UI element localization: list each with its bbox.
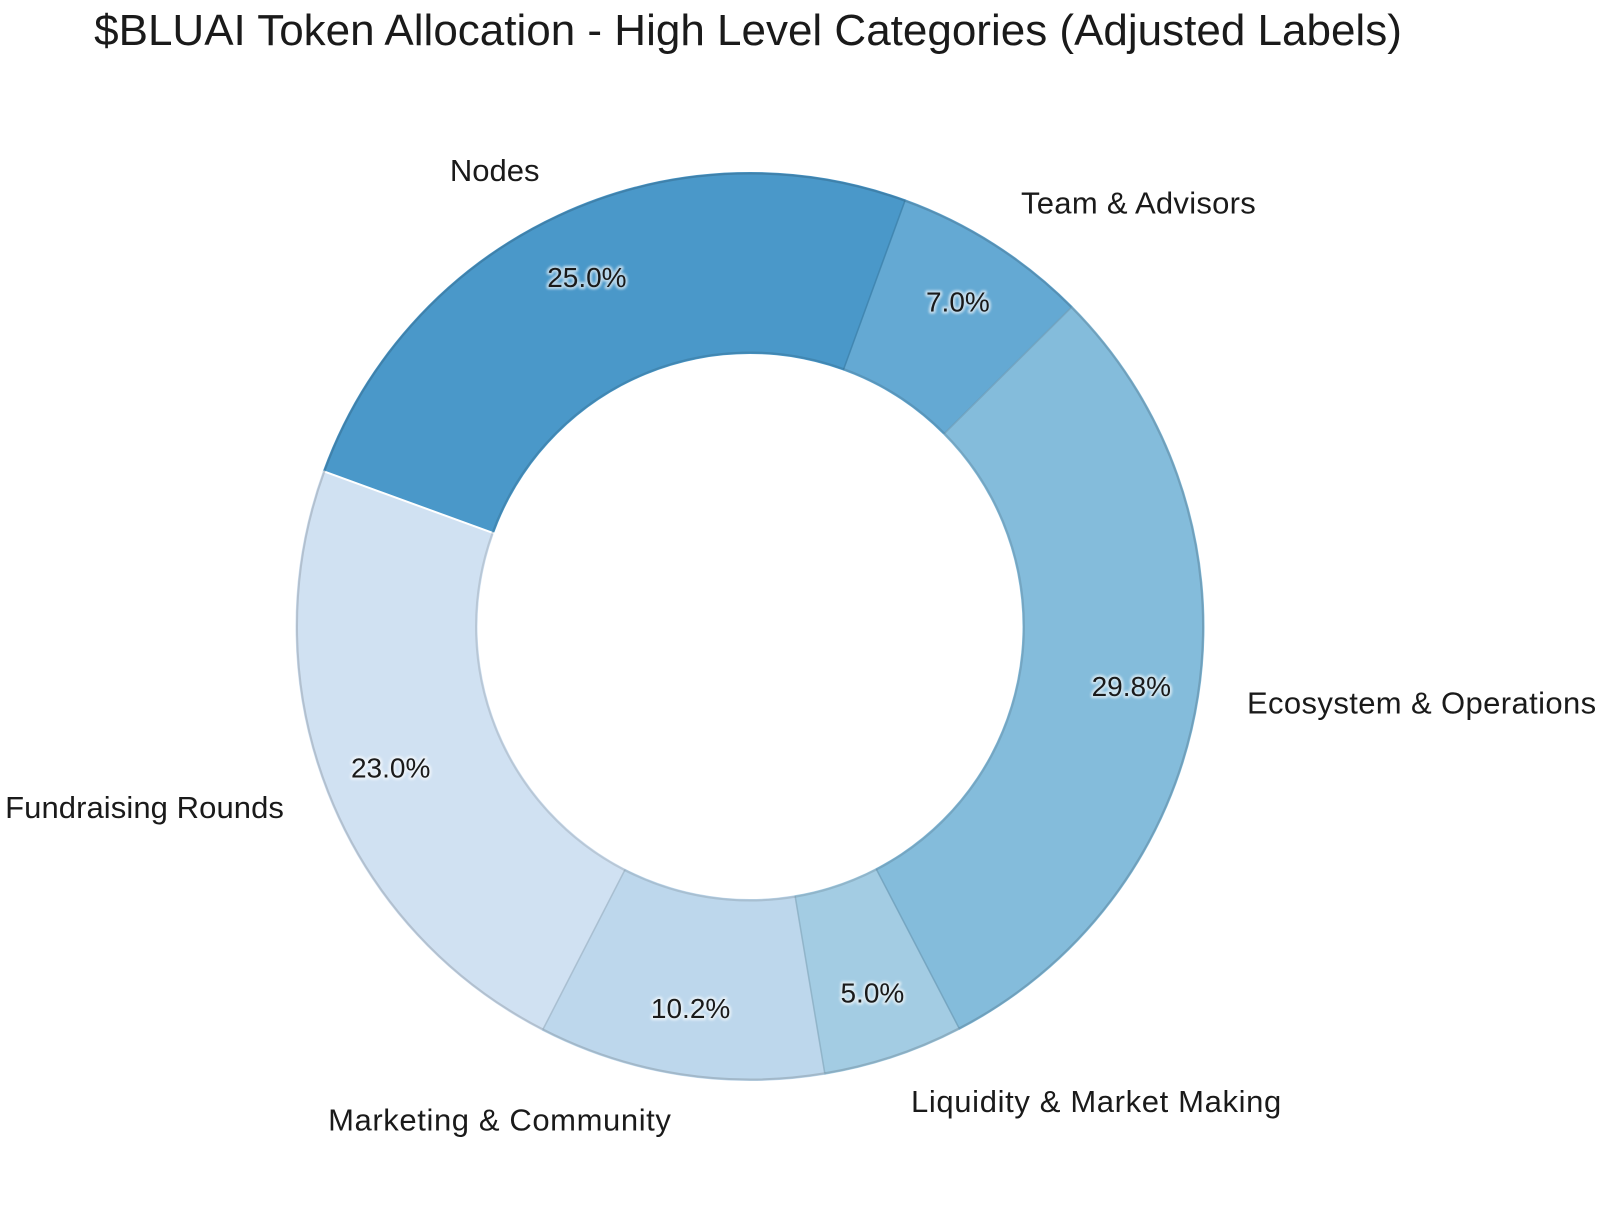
svg-text:7.0%: 7.0% (926, 286, 990, 317)
svg-text:Fundraising Rounds: Fundraising Rounds (5, 790, 284, 825)
svg-text:Marketing & Community: Marketing & Community (328, 1103, 671, 1138)
svg-text:23.0%: 23.0% (351, 752, 430, 783)
svg-text:10.2%: 10.2% (651, 993, 730, 1024)
svg-text:23.0%: 23.0% (351, 752, 430, 783)
svg-text:10.2%: 10.2% (651, 993, 730, 1024)
svg-text:25.0%: 25.0% (547, 262, 626, 293)
svg-text:Ecosystem & Operations: Ecosystem & Operations (1247, 686, 1597, 721)
svg-text:Liquidity & Market Making: Liquidity & Market Making (911, 1084, 1282, 1119)
svg-text:5.0%: 5.0% (840, 978, 904, 1009)
svg-text:Team & Advisors: Team & Advisors (1021, 186, 1256, 221)
svg-text:5.0%: 5.0% (840, 978, 904, 1009)
svg-text:29.8%: 29.8% (1092, 671, 1171, 702)
svg-text:Nodes: Nodes (450, 153, 540, 188)
svg-text:29.8%: 29.8% (1092, 671, 1171, 702)
svg-text:7.0%: 7.0% (926, 286, 990, 317)
svg-text:$BLUAI Token Allocation - High: $BLUAI Token Allocation - High Level Cat… (94, 6, 1402, 55)
svg-text:25.0%: 25.0% (547, 262, 626, 293)
